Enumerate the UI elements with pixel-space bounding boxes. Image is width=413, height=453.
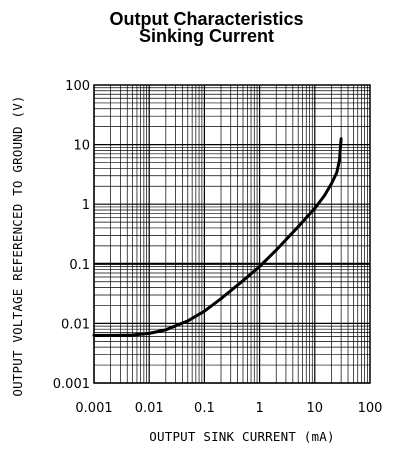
series-line	[92, 137, 343, 337]
y-tick-label: 0.01	[61, 317, 90, 332]
x-axis-label: OUTPUT SINK CURRENT (mA)	[149, 429, 334, 444]
x-tick-label: 100	[358, 401, 383, 416]
x-tick-label: 10	[307, 401, 324, 416]
x-tick-label: 0.001	[75, 401, 112, 416]
chart-subtitle: Sinking Current	[138, 26, 274, 46]
x-tick-labels: 0.001 0.01 0.1 1 10 100	[75, 401, 382, 416]
x-tick-label: 0.01	[135, 401, 164, 416]
y-tick-label: 1	[82, 198, 90, 213]
y-tick-label: 0.001	[53, 377, 90, 392]
y-tick-labels: 0.001 0.01 0.1 1 10 100	[53, 79, 90, 392]
y-axis-label: OUTPUT VOLTAGE REFERENCED TO GROUND (V)	[10, 95, 25, 396]
y-tick-label: 10	[73, 139, 90, 154]
x-tick-label: 1	[255, 401, 263, 416]
chart-title: Output Characteristics	[109, 9, 304, 29]
grid-lines	[93, 85, 370, 384]
plot-frame	[93, 84, 371, 384]
y-tick-label: 100	[65, 79, 90, 94]
y-tick-label: 0.1	[69, 258, 90, 273]
x-tick-label: 0.1	[194, 401, 215, 416]
